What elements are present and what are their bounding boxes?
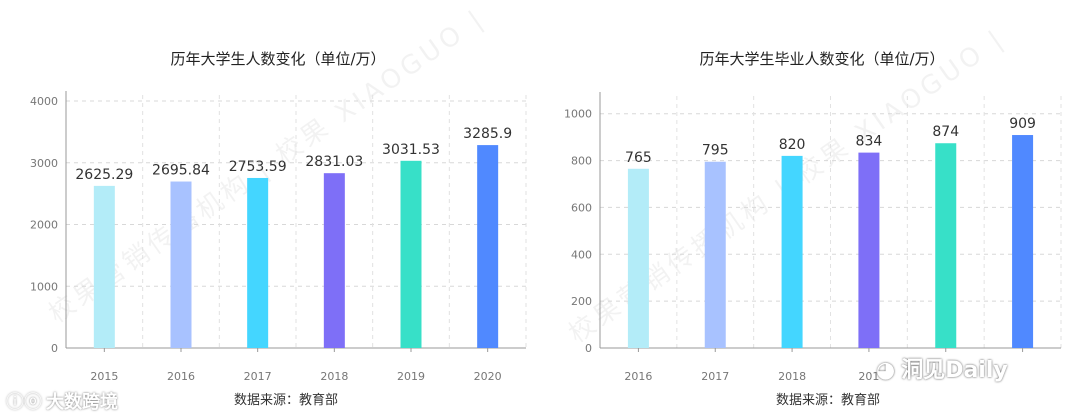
data-source: 数据来源：教育部: [775, 393, 880, 408]
x-tick-label: 2015: [90, 370, 118, 383]
bar: [170, 181, 192, 348]
data-label: 834: [856, 134, 883, 150]
y-tick-label: 600: [571, 201, 592, 214]
wechat-icon: ◕: [876, 358, 896, 383]
brand-name: 大数跨境: [46, 392, 118, 413]
data-label: 2831.03: [305, 154, 363, 170]
bar: [627, 168, 649, 348]
bar: [781, 155, 803, 348]
y-tick-label: 0: [51, 342, 58, 355]
bar: [1012, 135, 1034, 348]
chart-title: 历年大学生人数变化（单位/万）: [170, 50, 386, 68]
data-label: 820: [779, 137, 806, 153]
bar: [247, 177, 269, 348]
bar: [323, 173, 345, 348]
y-tick-label: 400: [571, 248, 592, 261]
x-tick-label: 2017: [701, 370, 729, 383]
x-tick-label: 2019: [397, 370, 425, 383]
data-label: 2625.29: [75, 167, 133, 183]
brand-logo-left: ⓘⓞ 大数跨境: [6, 388, 118, 414]
bar: [858, 152, 880, 348]
data-label: 874: [932, 124, 959, 140]
bar: [477, 145, 499, 348]
y-tick-label: 0: [585, 342, 592, 355]
brand-logo-right: ◕ 洞见Daily: [876, 352, 1008, 384]
y-tick-label: 1000: [30, 280, 58, 293]
data-label: 3031.53: [382, 142, 440, 158]
x-tick-label: 2020: [474, 370, 502, 383]
data-label: 909: [1009, 116, 1036, 132]
brand-logo-icon: ⓘⓞ: [6, 392, 42, 413]
chart-panel-enrollment: 历年大学生人数变化（单位/万） 0 1000 2000 3000 4000 2625.29…: [30, 50, 527, 408]
x-tick-label: 2017: [244, 370, 272, 383]
y-tick-label: 200: [571, 295, 592, 308]
chart-title: 历年大学生毕业人数变化（单位/万）: [699, 50, 945, 68]
y-tick-label: 1000: [564, 108, 592, 121]
data-source: 数据来源：教育部: [233, 393, 338, 408]
data-label: 2695.84: [152, 163, 210, 179]
x-tick-label: 2016: [624, 370, 652, 383]
bar: [400, 160, 422, 348]
data-label: 765: [625, 150, 652, 166]
bar-chart-graduates: 0 200 400 600 800 1000 765 2016 795 2017 820 2018 83…: [564, 92, 1062, 383]
y-tick-label: 4000: [30, 95, 58, 108]
chart-panel-graduates: 历年大学生毕业人数变化（单位/万） 0 200 400 600 800 1000 765 20…: [540, 0, 1080, 419]
x-tick-label: 2016: [167, 370, 195, 383]
y-tick-label: 2000: [30, 219, 58, 232]
bar: [704, 161, 726, 348]
data-label: 795: [702, 143, 729, 159]
x-tick-label: 2018: [778, 370, 806, 383]
y-tick-label: 800: [571, 155, 592, 168]
bar: [935, 143, 957, 348]
x-tick-label: 2018: [320, 370, 348, 383]
data-label: 2753.59: [229, 159, 287, 175]
bar: [93, 185, 115, 348]
x-tick-label: 201: [858, 370, 879, 383]
y-tick-label: 3000: [30, 157, 58, 170]
brand-name: 洞见Daily: [901, 358, 1008, 383]
data-label: 3285.9: [463, 126, 512, 142]
bar-chart-enrollment: 0 1000 2000 3000 4000 2625.29 2015 2695.84 2016 2…: [30, 91, 527, 383]
